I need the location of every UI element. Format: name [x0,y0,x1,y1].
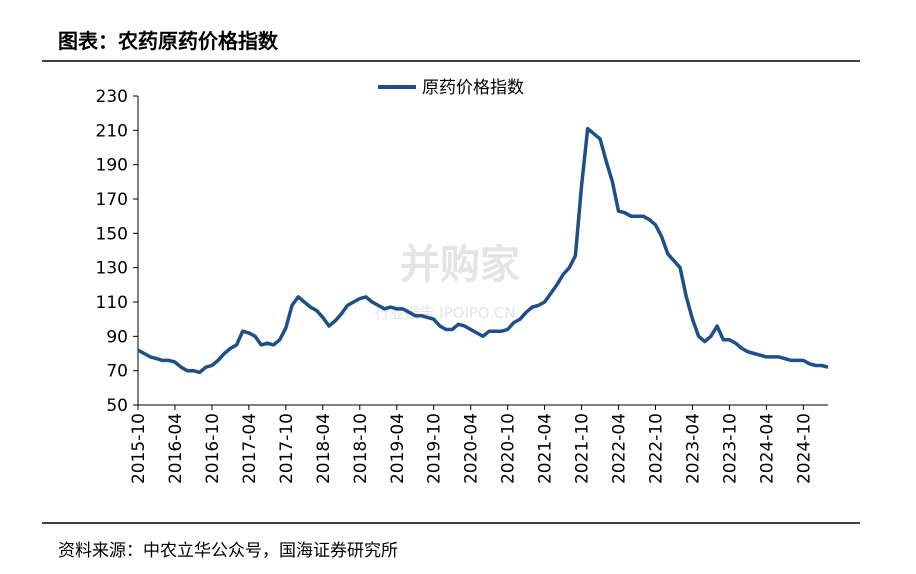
x-tick-label: 2020-10 [499,413,519,484]
source: 资料来源：中农立华公众号，国海证券研究所 [58,541,398,561]
watermark: 行业报告 IPOIPO.CN [374,304,515,322]
x-tick-label: 2021-04 [536,413,556,484]
x-tick-label: 2015-10 [129,413,149,484]
x-tick-label: 2019-04 [388,413,408,484]
y-tick-label: 210 [96,121,128,141]
y-tick-label: 170 [96,190,128,210]
x-tick-label: 2022-04 [610,413,630,484]
x-tick-label: 2024-04 [757,413,777,484]
x-tick-label: 2016-10 [203,413,223,484]
x-tick-label: 2019-10 [425,413,445,484]
y-tick-label: 130 [96,259,128,279]
x-tick-label: 2023-10 [720,413,740,484]
x-tick-label: 2022-10 [647,413,667,484]
y-tick-label: 230 [96,87,128,107]
title: 图表：农药原药价格指数 [58,29,279,53]
x-tick-label: 2017-04 [240,413,260,484]
y-tick-label: 110 [96,293,128,313]
x-tick-label: 2021-10 [573,413,593,484]
y-tick-label: 150 [96,224,128,244]
legend-label: 原药价格指数 [422,78,524,98]
y-tick-label: 70 [106,362,128,382]
y-tick-label: 50 [106,396,128,416]
x-tick-label: 2018-04 [314,413,334,484]
x-tick-label: 2024-10 [794,413,814,484]
x-tick-label: 2020-04 [462,413,482,484]
x-tick-label: 2023-04 [683,413,703,484]
watermark: 并购家 [400,242,520,288]
x-tick-label: 2018-10 [351,413,371,484]
line [137,126,829,375]
x-tick-label: 2017-10 [277,413,297,484]
y-tick-label: 190 [96,156,128,176]
x-tick-label: 2016-04 [166,413,186,484]
y-tick-label: 90 [106,327,128,347]
